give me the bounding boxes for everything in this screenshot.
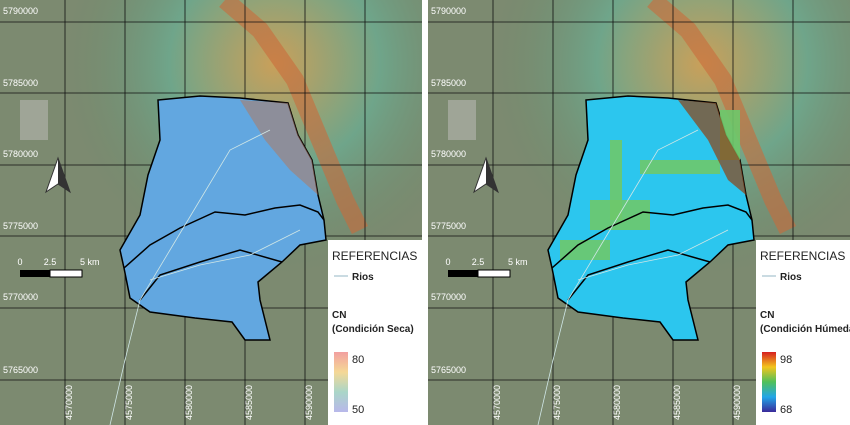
scale-label: 2.5	[44, 257, 57, 267]
river	[577, 229, 729, 281]
legend-variable: CN	[332, 310, 346, 321]
scale-label: 0	[445, 257, 450, 267]
x-coordinate-label: 4585000	[672, 385, 682, 420]
ridge	[219, 0, 369, 235]
legend-variable: CN	[760, 310, 774, 321]
y-coordinate-label: 5775000	[3, 221, 38, 231]
ramp-max-label: 80	[352, 354, 364, 366]
scale-label: 5 km	[80, 257, 100, 267]
x-coordinate-label: 4580000	[184, 385, 194, 420]
x-coordinate-label: 4575000	[124, 385, 134, 420]
ramp-min-label: 68	[780, 404, 792, 416]
scale-bar-white	[49, 269, 83, 278]
river	[149, 229, 301, 281]
high-cn	[560, 240, 610, 260]
x-coordinate-label: 4590000	[732, 385, 742, 420]
subbasin-line	[567, 249, 711, 301]
y-coordinate-label: 5775000	[431, 221, 466, 231]
high-cn	[590, 200, 650, 230]
legend-river-label: Rios	[352, 272, 374, 283]
scale-label: 5 km	[508, 257, 528, 267]
north-arrow-half	[58, 158, 70, 192]
y-coordinate-label: 5790000	[431, 6, 466, 16]
legend-condition: (Condición Seca)	[332, 324, 414, 335]
legend-condition: (Condición Húmeda)	[760, 324, 850, 335]
color-ramp	[762, 352, 776, 412]
subbasin-line	[139, 249, 283, 301]
scale-bar-black	[448, 270, 478, 277]
ramp-min-label: 50	[352, 404, 364, 416]
scale-label: 2.5	[472, 257, 485, 267]
scale-label: 0	[17, 257, 22, 267]
subbasin-line	[551, 204, 753, 269]
high-cn	[240, 100, 318, 195]
legend-river-label: Rios	[780, 272, 802, 283]
y-coordinate-label: 5785000	[431, 78, 466, 88]
y-coordinate-label: 5770000	[431, 292, 466, 302]
scale-bar-black	[20, 270, 50, 277]
river	[109, 129, 271, 425]
y-coordinate-label: 5765000	[3, 365, 38, 375]
x-coordinate-label: 4570000	[492, 385, 502, 420]
subbasin-line	[123, 204, 325, 269]
y-coordinate-label: 5780000	[431, 149, 466, 159]
town	[20, 100, 48, 140]
river	[537, 129, 699, 425]
map-panel: 5790000 5785000 5780000 5775000 5770000 57650…	[0, 0, 422, 425]
y-coordinate-label: 5770000	[3, 292, 38, 302]
y-coordinate-label: 5785000	[3, 78, 38, 88]
y-coordinate-label: 5765000	[431, 365, 466, 375]
scale-bar-white	[477, 269, 511, 278]
color-ramp	[334, 352, 348, 412]
x-coordinate-label: 4580000	[612, 385, 622, 420]
map-panel: 5790000 5785000 5780000 5775000 5770000 57650…	[428, 0, 850, 425]
x-coordinate-label: 4590000	[304, 385, 314, 420]
very-high-cn	[678, 100, 746, 195]
y-coordinate-label: 5780000	[3, 149, 38, 159]
legend-title: REFERENCIAS	[760, 249, 845, 263]
x-coordinate-label: 4585000	[244, 385, 254, 420]
x-coordinate-label: 4575000	[552, 385, 562, 420]
ramp-max-label: 98	[780, 354, 792, 366]
town	[448, 100, 476, 140]
high-cn	[640, 160, 720, 174]
legend-title: REFERENCIAS	[332, 249, 417, 263]
north-arrow-half	[486, 158, 498, 192]
x-coordinate-label: 4570000	[64, 385, 74, 420]
y-coordinate-label: 5790000	[3, 6, 38, 16]
